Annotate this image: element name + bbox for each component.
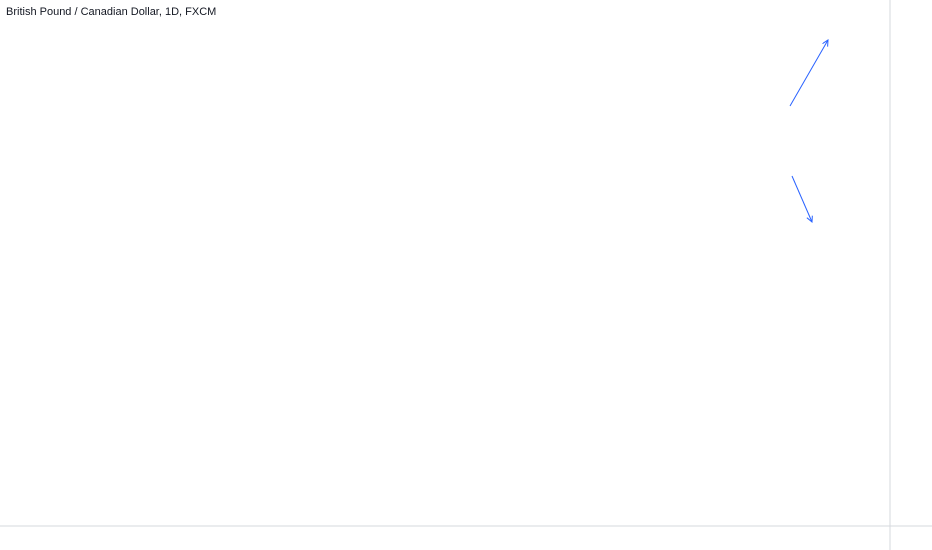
arrow-down [791, 175, 812, 222]
chart-title: British Pound / Canadian Dollar, 1D, FXC… [6, 6, 216, 18]
arrow-up [789, 40, 828, 107]
